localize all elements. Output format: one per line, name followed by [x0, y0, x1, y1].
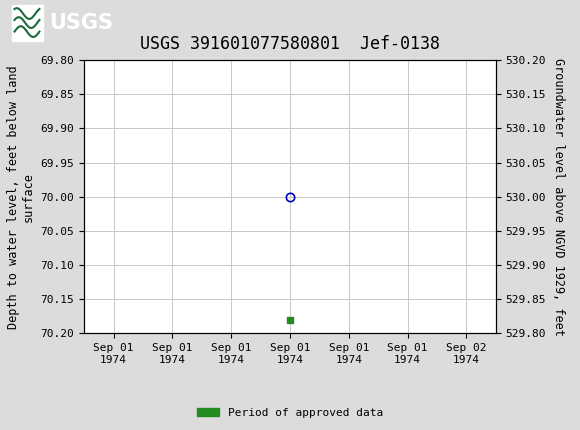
- Y-axis label: Depth to water level, feet below land
surface: Depth to water level, feet below land su…: [7, 65, 35, 329]
- Title: USGS 391601077580801  Jef-0138: USGS 391601077580801 Jef-0138: [140, 35, 440, 53]
- Legend: Period of approved data: Period of approved data: [193, 403, 387, 422]
- Text: USGS: USGS: [49, 12, 113, 33]
- Bar: [12, 4, 43, 41]
- Y-axis label: Groundwater level above NGVD 1929, feet: Groundwater level above NGVD 1929, feet: [552, 58, 565, 336]
